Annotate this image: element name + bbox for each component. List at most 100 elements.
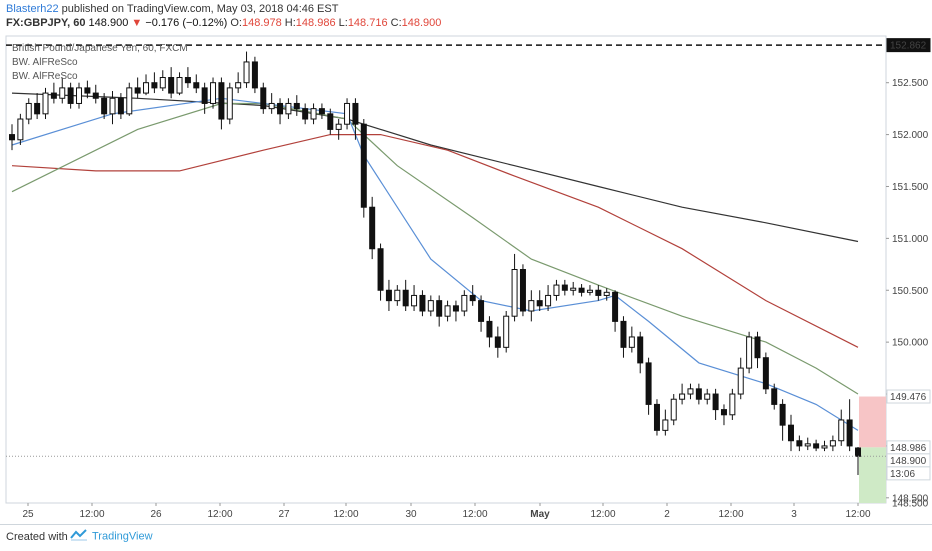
legend-indicator-2: BW. AlFReSco: [12, 71, 78, 82]
candle: [553, 279, 560, 301]
candle: [310, 103, 317, 125]
candle-body-up: [737, 367, 744, 395]
candle: [84, 80, 91, 99]
candle: [612, 290, 619, 332]
candle-body-up: [235, 82, 242, 89]
candle-body-up: [444, 305, 451, 317]
candle-body-up: [59, 87, 66, 99]
candle: [50, 82, 57, 104]
candle-body-down: [327, 113, 334, 130]
candle-body-down: [277, 102, 284, 115]
candle-body-down: [846, 419, 853, 447]
close-label: C:: [390, 17, 402, 29]
risk-reward-boxes[interactable]: [859, 396, 886, 503]
symbol-line: FX:GBPJPY, 60 148.900 ▼ −0.176 (−0.12%) …: [6, 17, 441, 29]
candle: [796, 435, 803, 452]
candle: [302, 103, 309, 125]
candle-body-down: [151, 82, 158, 89]
candle: [17, 113, 24, 145]
tradingview-brand: TradingView: [92, 530, 153, 543]
high-label: H:: [284, 17, 296, 29]
price-tick-label: 152.000: [892, 130, 929, 141]
candle-body-up: [603, 291, 610, 296]
candle: [42, 87, 49, 120]
candle: [352, 98, 359, 140]
footer-bar: Created with TradingView: [0, 524, 932, 551]
candle: [201, 82, 208, 114]
candle: [277, 98, 284, 125]
candle-body-down: [377, 248, 384, 291]
candle-body-down: [84, 87, 91, 94]
candle: [34, 93, 41, 120]
candle-body-up: [704, 393, 711, 400]
candle-body-down: [787, 424, 794, 442]
candle: [126, 82, 133, 116]
candle-body-down: [101, 97, 108, 115]
price-chart[interactable]: 152.500 152.000 151.500 151.000 150.500 150.0…: [0, 0, 932, 524]
candle-body-down: [419, 294, 426, 312]
price-badge: 148.986: [886, 440, 931, 455]
candle: [729, 388, 736, 420]
price-tick-label: 152.500: [892, 78, 929, 89]
price-tick-label: 151.000: [892, 234, 929, 245]
candle: [235, 72, 242, 94]
candle-body-down: [712, 393, 719, 411]
candle-body-up: [427, 300, 434, 312]
candles: [9, 51, 861, 475]
symbol-label: FX:GBPJPY, 60: [6, 17, 86, 29]
candle-body-down: [168, 77, 175, 94]
ma-200-line: [11, 92, 859, 243]
candle: [519, 264, 526, 317]
candle: [804, 437, 811, 451]
candle-body-up: [210, 82, 217, 104]
candle: [76, 82, 83, 109]
candle: [377, 243, 384, 301]
candle: [653, 399, 660, 436]
price-axis[interactable]: 152.500 152.000 151.500 151.000 150.500 150.0…: [886, 38, 931, 510]
legend-symbol: British Pound/Japanese Yen, 60, FXCM: [12, 43, 188, 54]
candle-body-up: [679, 393, 686, 400]
time-tick-label: 30: [405, 509, 417, 520]
candle-body-down: [34, 102, 41, 115]
stop-loss-zone: [859, 396, 886, 448]
candle: [151, 72, 158, 94]
candle-body-down: [494, 336, 501, 348]
candle-body-up: [662, 419, 669, 431]
candle: [511, 253, 518, 322]
price-badge-label: 149.476: [890, 392, 927, 403]
candle-body-down: [369, 206, 376, 250]
candle: [226, 82, 233, 125]
candle-body-up: [804, 443, 811, 447]
candle-body-down: [519, 269, 526, 312]
candle: [695, 383, 702, 405]
price-levels: [6, 44, 886, 457]
candle: [411, 285, 418, 312]
candle: [754, 331, 761, 369]
time-tick-label: 12:00: [79, 509, 104, 520]
tradingview-link[interactable]: TradingView: [70, 529, 153, 544]
time-tick-label: May: [530, 509, 550, 520]
candle-body-down: [293, 102, 300, 110]
author-name[interactable]: Blasterh22: [6, 3, 59, 15]
candle: [369, 196, 376, 260]
price-badge-label: 152.862: [890, 41, 927, 52]
candle: [134, 77, 141, 99]
time-axis[interactable]: 25 12:00 26 12:00 27 12:00 30 12:00 May 12:00 2 12:…: [22, 503, 871, 520]
candle: [461, 290, 468, 317]
take-profit-zone: [859, 447, 886, 503]
candle-body-down: [318, 108, 325, 115]
candle: [503, 311, 510, 353]
time-tick-label: 12:00: [333, 509, 358, 520]
time-tick-label: 25: [22, 509, 34, 520]
candle: [561, 279, 568, 296]
candle-body-down: [771, 388, 778, 405]
ma-100-line: [11, 134, 859, 348]
candle: [176, 72, 183, 96]
candle-body-up: [670, 398, 677, 421]
candle: [67, 82, 74, 109]
candle-body-down: [578, 287, 585, 293]
candle: [846, 399, 853, 452]
candle-body-down: [302, 108, 309, 120]
price-tick-label: 150.500: [892, 286, 929, 297]
candle: [637, 331, 644, 374]
